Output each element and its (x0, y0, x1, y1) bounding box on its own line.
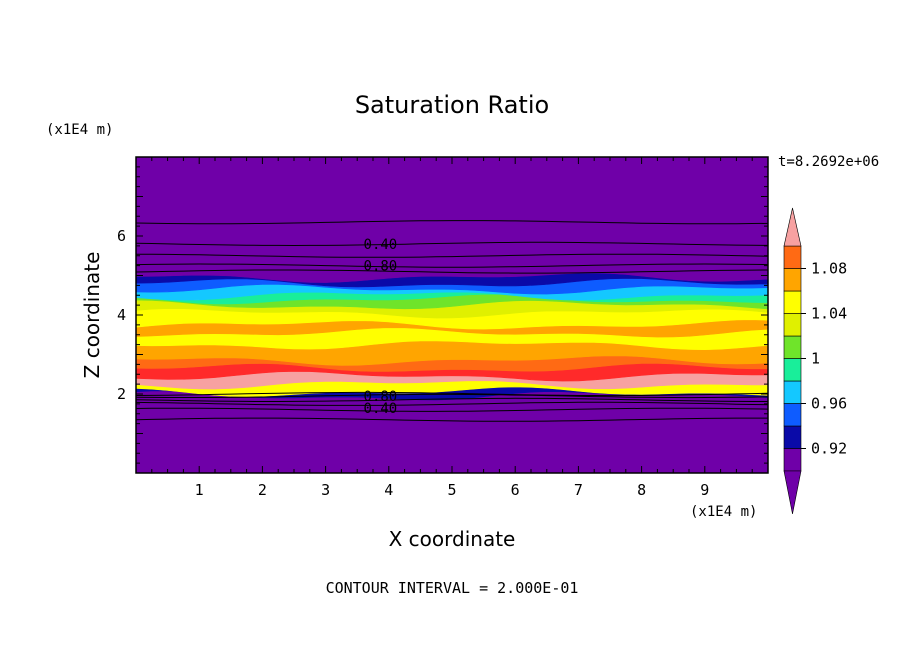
x-tick-label: 4 (384, 481, 393, 499)
y-axis-label: Z coordinate (80, 252, 104, 379)
colorbar-over-arrow (783, 207, 802, 247)
x-tick-label: 3 (321, 481, 330, 499)
chart-title: Saturation Ratio (355, 91, 549, 119)
colorbar-swatch (783, 268, 802, 292)
y-tick-label: 6 (117, 227, 126, 245)
x-tick-label: 2 (258, 481, 267, 499)
contour-band (136, 157, 768, 283)
axis-ticks: 1 2 3 4 5 6 7 8 9 2 4 6 (117, 157, 768, 499)
contour-line (136, 263, 768, 268)
x-tick-label: 5 (447, 481, 456, 499)
contour-line (136, 391, 768, 397)
colorbar-label: 1.08 (811, 260, 847, 278)
y-tick-label: 2 (117, 385, 126, 403)
colorbar: 0.92 0.96 1 1.04 1.08 (783, 207, 847, 515)
colorbar-swatch (783, 335, 802, 359)
colorbar-label: 0.96 (811, 395, 847, 413)
colorbar-swatch (783, 448, 802, 472)
contour-line (136, 407, 768, 412)
colorbar-label: 1.04 (811, 305, 847, 323)
x-unit-label: (x1E4 m) (690, 504, 757, 520)
colorbar-label: 0.92 (811, 440, 847, 458)
contour-line (136, 269, 768, 274)
contour-label: 0.80 (364, 259, 398, 275)
contour-label: 0.40 (364, 237, 398, 253)
colorbar-swatch (783, 245, 802, 269)
contour-lines (136, 220, 768, 422)
contour-interval-note: CONTOUR INTERVAL = 2.000E-01 (326, 579, 579, 597)
x-tick-label: 1 (195, 481, 204, 499)
time-label: t=8.2692e+06 (778, 154, 879, 170)
colorbar-label: 1 (811, 350, 820, 368)
contour-line (136, 393, 768, 399)
contour-line (136, 401, 768, 406)
colorbar-swatch (783, 358, 802, 382)
contour-line (136, 397, 768, 402)
contour-line (136, 220, 768, 225)
contour-line (136, 241, 768, 247)
contour-line (136, 417, 768, 422)
y-tick-label: 4 (117, 306, 126, 324)
filled-contours (136, 157, 768, 473)
colorbar-swatch (783, 290, 802, 314)
x-tick-label: 6 (511, 481, 520, 499)
x-tick-label: 8 (637, 481, 646, 499)
colorbar-swatch (783, 313, 802, 337)
colorbar-under-arrow (783, 470, 802, 515)
x-axis-label: X coordinate (389, 527, 516, 551)
colorbar-swatch (783, 425, 802, 449)
colorbar-swatch (783, 403, 802, 427)
y-unit-label: (x1E4 m) (46, 122, 113, 138)
contour-line (136, 253, 768, 258)
contour-label: 0.40 (364, 401, 398, 417)
x-tick-label: 9 (700, 481, 709, 499)
contour-label: 0.80 (364, 389, 398, 405)
colorbar-swatch (783, 380, 802, 404)
plot-area (136, 157, 768, 473)
contour-labels: 0.400.800.800.40 (364, 237, 398, 417)
x-tick-label: 7 (574, 481, 583, 499)
